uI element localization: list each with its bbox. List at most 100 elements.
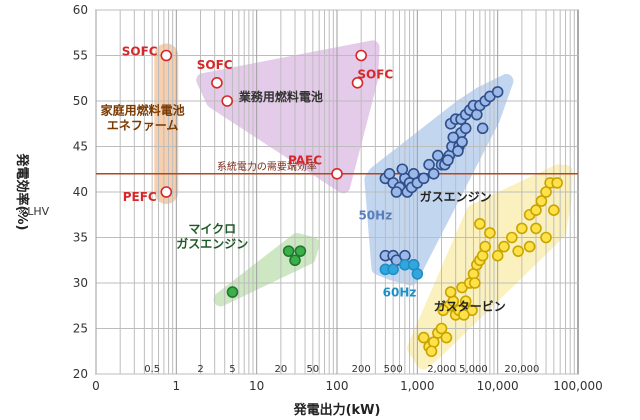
data-point xyxy=(456,136,468,148)
point-label: PEFC xyxy=(123,190,157,204)
data-point xyxy=(417,331,430,344)
range-marker-label: 50 xyxy=(306,364,319,375)
range-marker-label: 2 xyxy=(197,364,203,375)
data-point xyxy=(351,77,364,89)
data-point xyxy=(452,145,464,157)
series-label: 家庭用燃料電池 xyxy=(101,103,185,118)
grid xyxy=(95,9,578,375)
lhv-note: ※LHV xyxy=(18,205,50,218)
y-axis-title: 発電効率(%) xyxy=(14,153,30,231)
data-point xyxy=(459,295,472,308)
series-label: ガスエンジン xyxy=(176,236,248,251)
y-tick-label: 30 xyxy=(73,276,88,290)
data-point xyxy=(512,245,524,257)
x-axis-title: 発電出力(kW) xyxy=(293,402,381,418)
data-point xyxy=(427,168,440,180)
data-point xyxy=(331,168,343,180)
data-point xyxy=(447,131,460,144)
y-tick-label: 25 xyxy=(73,322,88,336)
series-label: ガスタービン xyxy=(434,298,506,313)
data-point xyxy=(459,122,472,135)
data-point xyxy=(444,286,457,298)
y-tick-label: 55 xyxy=(73,49,88,63)
data-point xyxy=(423,158,435,171)
data-point xyxy=(160,186,173,198)
data-point xyxy=(548,204,560,216)
data-point xyxy=(479,240,492,253)
data-point xyxy=(551,177,563,189)
data-point xyxy=(484,227,496,239)
reference-line-label: 系統電力の需要端効率 xyxy=(217,160,317,173)
x-tick-label: 100,000 xyxy=(553,379,603,393)
range-marker-label: 5 xyxy=(229,364,235,375)
x-tick-label: 100 xyxy=(326,379,349,393)
points xyxy=(160,49,563,358)
y-tick-label: 35 xyxy=(73,231,88,245)
data-point xyxy=(442,154,454,166)
y-tick-label: 40 xyxy=(73,185,88,199)
data-point xyxy=(491,249,504,262)
data-point xyxy=(540,231,552,244)
data-point xyxy=(390,186,403,198)
range-marker-label: 20,000 xyxy=(504,364,539,375)
data-point xyxy=(530,222,542,235)
data-point xyxy=(425,345,438,358)
range-marker-label: 0.5 xyxy=(144,364,160,375)
series-label: マイクロ xyxy=(188,222,236,236)
data-point xyxy=(469,277,481,289)
series-label: ガスエンジン xyxy=(420,189,492,204)
series-label: 業務用燃料電池 xyxy=(238,89,323,104)
data-point xyxy=(476,122,489,135)
point-label: PAFC xyxy=(288,154,322,168)
range-marker-label: 200 xyxy=(352,364,371,375)
data-point xyxy=(530,204,542,216)
data-point xyxy=(474,218,486,230)
data-point xyxy=(435,322,448,335)
data-point xyxy=(282,245,295,257)
y-tick-label: 60 xyxy=(73,3,88,17)
y-tick-label: 45 xyxy=(73,140,88,154)
range-marker-label: 5,000 xyxy=(459,364,488,375)
y-tick-label: 20 xyxy=(73,367,88,381)
data-point xyxy=(294,245,307,257)
point-label: SOFC xyxy=(197,58,233,72)
data-point xyxy=(417,172,430,185)
data-point xyxy=(506,231,518,244)
data-point xyxy=(411,268,424,280)
x-tick-label: 1 xyxy=(173,379,181,393)
data-point xyxy=(437,304,450,317)
data-point xyxy=(355,49,367,62)
series-label: 50Hz xyxy=(358,208,392,222)
data-point xyxy=(160,49,173,62)
data-point xyxy=(396,163,409,176)
data-point xyxy=(440,331,453,344)
data-point xyxy=(535,195,548,207)
range-marker-label: 20 xyxy=(274,364,287,375)
data-point xyxy=(540,186,552,198)
range-marker-label: 2,000 xyxy=(427,364,456,375)
labels: 家庭用燃料電池エネファーム業務用燃料電池マイクロガスエンジンガスエンジン50Hz… xyxy=(101,45,506,314)
data-point xyxy=(498,240,510,253)
series-label: エネファーム xyxy=(107,119,179,133)
data-point xyxy=(226,286,239,298)
range-marker-label: 500 xyxy=(384,364,403,375)
data-point xyxy=(211,77,223,89)
y-tick-label: 50 xyxy=(73,94,88,108)
data-point xyxy=(289,254,301,267)
point-label: SOFC xyxy=(122,45,158,59)
data-point xyxy=(458,309,470,321)
x-tick-label: 1,000 xyxy=(400,379,434,393)
data-point xyxy=(491,86,504,98)
point-label: SOFC xyxy=(357,67,393,81)
data-point xyxy=(516,222,528,235)
data-point xyxy=(221,95,234,107)
x-tick-label: 10,000 xyxy=(477,379,519,393)
data-point xyxy=(523,240,536,253)
series-region xyxy=(196,40,380,194)
x-tick-label: 0 xyxy=(92,379,100,393)
series-label: 60Hz xyxy=(383,286,417,300)
x-tick-label: 10 xyxy=(249,379,264,393)
data-point xyxy=(387,263,399,276)
